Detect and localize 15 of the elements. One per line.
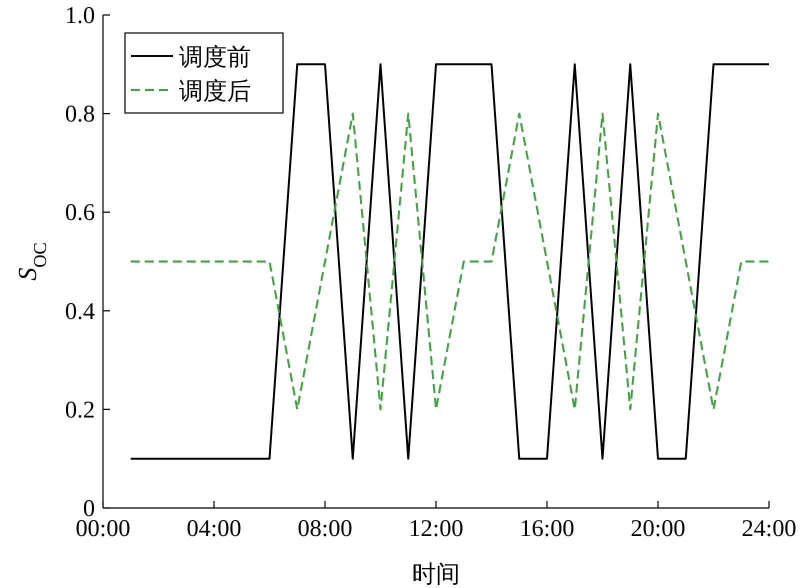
- x-axis-title: 时间: [412, 562, 460, 588]
- y-tick-label: 0.6: [65, 200, 95, 226]
- x-tick-label: 20:00: [630, 516, 686, 542]
- y-tick-label: 0.4: [65, 298, 95, 325]
- x-tick-label: 12:00: [408, 516, 464, 542]
- y-tick-label: 1.0: [65, 3, 95, 29]
- x-tick-label: 24:00: [742, 516, 796, 542]
- y-tick-label: 0.8: [65, 102, 95, 128]
- x-tick-label: 08:00: [298, 516, 352, 542]
- x-tick-label: 00:00: [76, 516, 130, 542]
- legend-label: 调度后: [179, 78, 251, 105]
- y-tick-label: 0.2: [65, 397, 95, 424]
- x-tick-label: 16:00: [520, 516, 574, 542]
- legend-label: 调度前: [179, 44, 251, 71]
- x-tick-label: 04:00: [186, 516, 242, 542]
